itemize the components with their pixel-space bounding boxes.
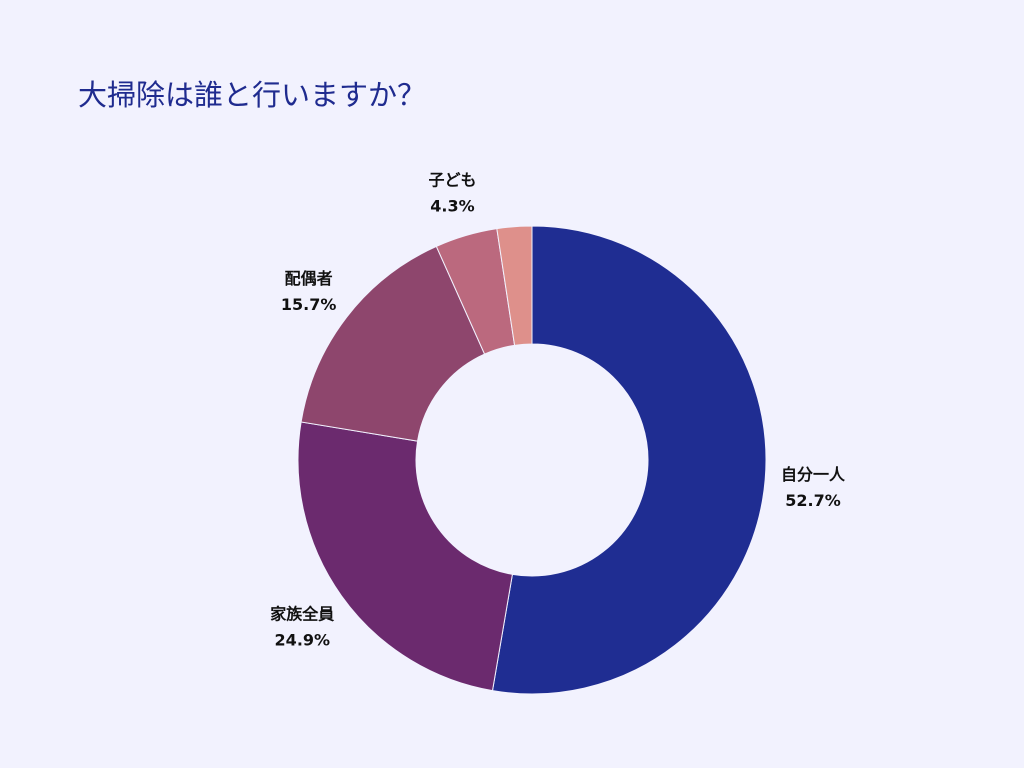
slice-label-2: 家族全員 24.9% <box>270 605 334 650</box>
slices-group <box>297 225 767 695</box>
slice-1 <box>491 225 767 695</box>
slice-value-label: 24.9% <box>275 631 331 650</box>
slice-2 <box>297 421 513 692</box>
slice-3 <box>300 245 486 442</box>
slice-label-3: 配偶者 15.7% <box>281 269 337 314</box>
chart-title: 大掃除は誰と行いますか？ <box>78 78 427 112</box>
slice-category-label: 子ども <box>428 170 476 189</box>
slice-value-label: 52.7% <box>785 491 841 510</box>
slice-category-label: 配偶者 <box>285 269 333 288</box>
slice-category-label: 家族全員 <box>270 605 334 624</box>
slice-label-4: 子ども 4.3% <box>428 170 476 215</box>
slice-5 <box>496 225 533 346</box>
labels-group: 自分一人 52.7% 家族全員 24.9% 配偶者 15.7% 子ども 4.3% <box>270 170 846 649</box>
slice-value-label: 4.3% <box>430 196 474 215</box>
slice-label-1: 自分一人 52.7% <box>781 465 846 510</box>
slice-value-label: 15.7% <box>281 295 337 314</box>
slice-category-label: 自分一人 <box>781 465 846 484</box>
